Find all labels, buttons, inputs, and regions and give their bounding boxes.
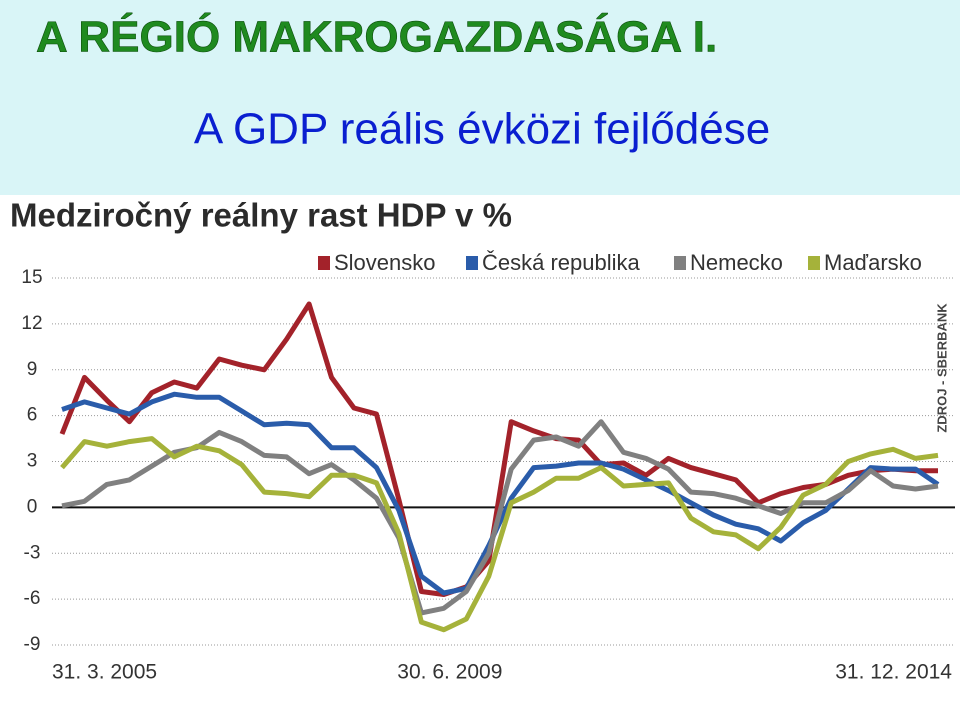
x-tick-label: 31. 12. 2014 (835, 661, 952, 684)
series-line (59, 301, 938, 597)
y-tick-label: -9 (24, 634, 41, 655)
chart-title: Medziročný reálny rast HDP v % (10, 197, 512, 234)
slide-title: A RÉGIÓ MAKROGAZDASÁGA I. (36, 12, 717, 62)
legend-swatch (674, 256, 686, 270)
legend-label: Maďarsko (824, 250, 922, 275)
y-tick-label: 0 (27, 496, 38, 517)
y-tick-label: -6 (24, 588, 41, 609)
y-tick-label: 15 (21, 267, 42, 288)
y-tick-label: 9 (27, 359, 38, 380)
legend-label: Slovensko (334, 250, 436, 275)
legend-swatch (466, 256, 478, 270)
legend-label: Nemecko (690, 250, 783, 275)
chart-background (0, 195, 960, 701)
legend-swatch (808, 256, 820, 270)
y-tick-label: 3 (27, 451, 38, 472)
slide-subtitle: A GDP reális évközi fejlődése (194, 105, 770, 154)
series-line (60, 436, 939, 633)
legend-swatch (318, 256, 330, 270)
legend-label: Česká republika (482, 250, 641, 275)
series-line (61, 391, 940, 596)
y-tick-label: -3 (24, 542, 41, 563)
x-tick-label: 30. 6. 2009 (397, 661, 502, 684)
x-tick-label: 31. 3. 2005 (52, 661, 157, 684)
y-tick-label: 12 (21, 313, 42, 334)
y-tick-label: 6 (27, 405, 38, 426)
source-note: ZDROJ - SBERBANK (934, 303, 949, 433)
